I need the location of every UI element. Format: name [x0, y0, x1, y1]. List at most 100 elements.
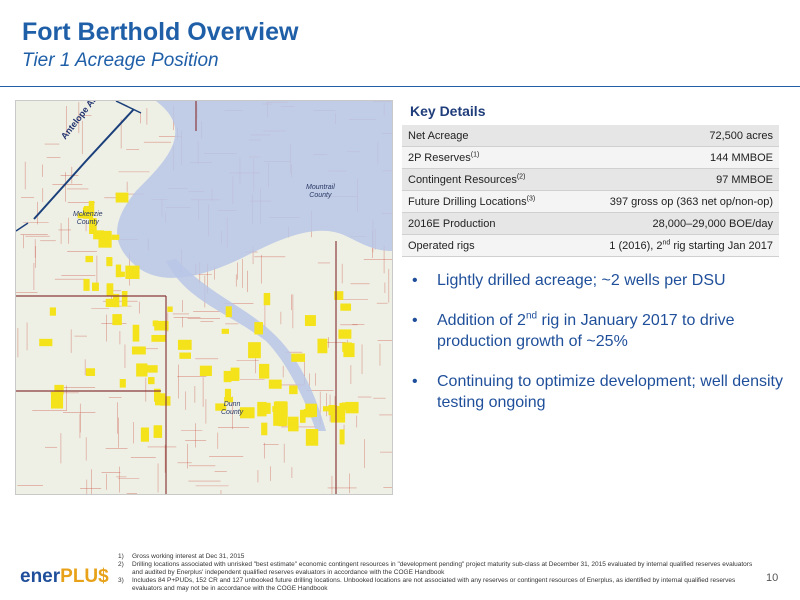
bullet-icon: •: [412, 312, 418, 329]
acreage-block: [136, 363, 148, 377]
acreage-block: [115, 192, 129, 203]
acreage-block: [239, 407, 255, 419]
lake-sakakawea: [117, 101, 392, 278]
row-label: Operated rigs: [402, 234, 569, 257]
acreage-block: [54, 384, 64, 395]
acreage-block: [273, 409, 288, 426]
map-arrow-top: [115, 101, 142, 114]
map-arrow-left: [16, 222, 29, 232]
enerplus-logo: enerPLU$: [20, 566, 109, 587]
acreage-block: [111, 234, 120, 240]
acreage-block: [91, 282, 99, 291]
acreage-block: [83, 278, 90, 291]
acreage-block: [303, 408, 314, 418]
list-item: • Continuing to optimize development; we…: [412, 371, 787, 413]
acreage-block: [345, 401, 359, 414]
acreage-block: [89, 218, 97, 235]
footnote: 2) Drilling locations associated with unr…: [118, 561, 753, 576]
acreage-block: [223, 370, 232, 383]
acreage-block: [224, 397, 234, 403]
acreage-block: [334, 291, 344, 300]
acreage-block: [155, 393, 166, 406]
row-label: 2016E Production: [402, 212, 569, 235]
bullet-text: Continuing to optimize development; well…: [437, 373, 783, 411]
acreage-block: [225, 306, 232, 318]
acreage-block: [177, 339, 192, 350]
row-value: 397 gross op (363 net op/non-op): [568, 190, 779, 213]
acreage-block: [199, 365, 212, 377]
map-graphic: [16, 101, 392, 494]
antelope-anticline-line: [33, 108, 135, 220]
footnote: 3) Includes 84 P+PUDs, 152 CR and 127 unb…: [118, 577, 736, 592]
acreage-block: [148, 377, 155, 385]
acreage-block: [330, 405, 346, 423]
mckenzie-county-text: Mckenzie County: [73, 211, 103, 226]
acreage-block: [85, 255, 94, 263]
acreage-block: [49, 307, 56, 316]
acreage-block: [85, 368, 96, 376]
acreage-block: [221, 328, 229, 334]
reservation-boundary: [16, 101, 337, 494]
acreage-block: [340, 303, 352, 311]
acreage-block: [257, 401, 267, 417]
acreage-block: [119, 378, 126, 388]
acreage-block: [259, 363, 270, 379]
row-value: 97 MMBOE: [568, 168, 779, 191]
acreage-block: [305, 403, 317, 413]
acreage-block: [261, 422, 268, 436]
footnote: 1) Gross working interest at Dec 31, 2015: [118, 553, 245, 560]
acreage-block: [83, 205, 93, 214]
row-label: Net Acreage: [402, 125, 569, 147]
dunn-county-text: Dunn County: [221, 401, 244, 416]
key-details-table: Net Acreage 72,500 acres 2P Reserves(1) …: [402, 125, 779, 257]
row-value: 1 (2016), 2nd rig starting Jan 2017: [568, 234, 779, 257]
acreage-block: [93, 230, 104, 240]
acreage-block: [105, 298, 116, 308]
acreage-block: [338, 329, 352, 339]
row-label: Contingent Resources(2): [402, 168, 569, 191]
acreage-block: [151, 334, 167, 342]
acreage-block: [154, 320, 169, 331]
page-number: 10: [766, 572, 779, 584]
list-item: • Lightly drilled acreage; ~2 wells per …: [412, 270, 787, 291]
acreage-block: [339, 429, 345, 445]
table-row: 2016E Production 28,000–29,000 BOE/day: [402, 212, 779, 235]
acreage-block: [224, 388, 232, 400]
row-value: 144 MMBOE: [568, 146, 779, 169]
footnotes: 1) Gross working interest at Dec 31, 2015…: [118, 553, 758, 593]
acreage-block: [88, 200, 95, 216]
list-item: • Addition of 2nd rig in January 2017 to…: [412, 310, 787, 352]
acreage-block: [106, 283, 114, 296]
acreage-block: [144, 365, 158, 373]
table-row: 2P Reserves(1) 144 MMBOE: [402, 146, 779, 169]
key-details-title: Key Details: [410, 103, 486, 119]
acreage-block: [179, 352, 192, 359]
row-label: Future Drilling Locations(3): [402, 190, 569, 213]
page-title: Fort Berthold Overview: [22, 18, 299, 46]
dunn-county-label: Dunn County: [221, 401, 243, 417]
row-label: 2P Reserves(1): [402, 146, 569, 169]
acreage-block: [263, 292, 271, 306]
acreage-block: [115, 264, 122, 278]
acreage-block: [121, 290, 128, 307]
acreage-block: [342, 342, 352, 352]
bullet-icon: •: [412, 373, 418, 390]
acreage-block: [275, 401, 287, 410]
table-row: Future Drilling Locations(3) 397 gross o…: [402, 190, 779, 213]
acreage-block: [254, 322, 263, 335]
acreage-block: [106, 257, 113, 267]
mountrail-county-text: Mountrail County: [306, 184, 335, 199]
acreage-block: [167, 306, 173, 312]
table-row: Operated rigs 1 (2016), 2nd rig starting…: [402, 234, 779, 257]
bullet-text: Addition of 2nd rig in January 2017 to d…: [437, 310, 735, 350]
acreage-block: [287, 416, 299, 432]
mountrail-county-label: Mountrail County: [306, 184, 335, 200]
bullet-text: Lightly drilled acreage; ~2 wells per DS…: [437, 272, 726, 289]
acreage-block: [125, 265, 140, 279]
page-subtitle: Tier 1 Acreage Position: [22, 50, 219, 71]
acreage-block: [305, 429, 319, 446]
acreage-block: [160, 396, 171, 406]
acreage-block: [230, 367, 240, 381]
highlights-list: • Lightly drilled acreage; ~2 wells per …: [412, 270, 787, 432]
acreage-block: [153, 425, 163, 438]
